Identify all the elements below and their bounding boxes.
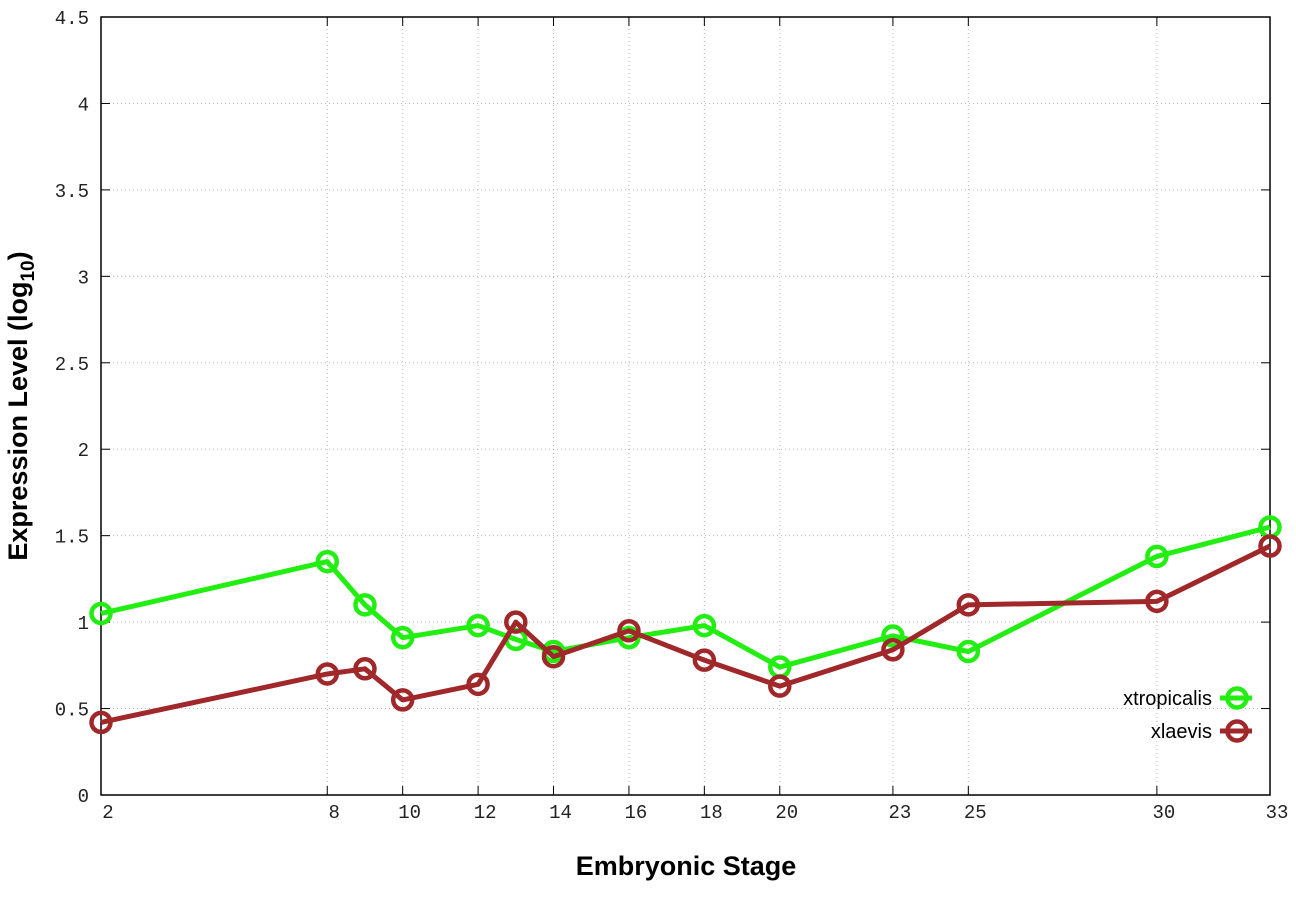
x-axis-label: Embryonic Stage — [576, 851, 797, 881]
y-tick-label: 2 — [78, 440, 89, 462]
series-layer — [89, 515, 1282, 735]
data-point-xlaevis — [692, 648, 717, 672]
x-tick-label: 10 — [398, 802, 421, 824]
legend-label-xtropicalis: xtropicalis — [1123, 688, 1212, 710]
data-point-xtropicalis — [956, 639, 981, 664]
data-point-xlaevis — [466, 672, 490, 697]
data-point-xlaevis — [89, 710, 113, 735]
series-line-xtropicalis — [100, 524, 1271, 670]
data-point-xlaevis — [881, 638, 905, 662]
x-tick-label: 2 — [102, 802, 113, 824]
data-point-xlaevis — [315, 662, 340, 686]
data-point-xlaevis — [1258, 534, 1282, 558]
x-tick-label: 23 — [888, 802, 911, 824]
plot-frame — [100, 16, 1271, 796]
data-point-xtropicalis — [692, 613, 717, 638]
data-point-xtropicalis — [353, 593, 377, 617]
data-point-xtropicalis — [617, 625, 641, 650]
legend-marker-xlaevis — [1225, 719, 1249, 743]
y-tick-label: 3 — [78, 267, 89, 289]
x-tick-label: 12 — [474, 802, 497, 824]
x-tick-label: 25 — [964, 802, 987, 824]
data-point-xtropicalis — [1145, 544, 1169, 569]
x-tick-label: 33 — [1266, 802, 1289, 824]
y-axis-label: Expression Level (log10) — [3, 251, 39, 560]
y-tick-label: 2.5 — [55, 354, 89, 376]
legend: xtropicalis xlaevis — [1123, 686, 1252, 743]
y-axis-label-end: ) — [3, 251, 33, 260]
data-point-xtropicalis — [466, 613, 490, 638]
x-tick-label: 30 — [1152, 802, 1175, 824]
y-tick-label: 0 — [78, 786, 89, 808]
x-tick-label: 14 — [549, 802, 572, 824]
y-axis-label-sub: 10 — [18, 260, 39, 281]
y-tick-label: 4.5 — [55, 8, 89, 30]
y-tick-label: 0.5 — [55, 700, 89, 722]
ticks: 0 0.5 1 1.5 2 2.5 3 3.5 4 4.5 2 8 10 12 14 16 18 20 23 25 30… — [55, 8, 1289, 824]
y-tick-label: 3.5 — [55, 181, 89, 203]
data-point-xlaevis — [956, 593, 981, 617]
legend-marker-xtropicalis — [1225, 686, 1249, 710]
x-tick-label: 8 — [329, 802, 340, 824]
y-tick-label: 1.5 — [55, 527, 89, 549]
data-point-xlaevis — [390, 688, 415, 712]
grid — [101, 17, 1270, 795]
y-tick-label: 4 — [78, 94, 89, 116]
data-point-xlaevis — [1145, 589, 1169, 614]
data-point-xtropicalis — [390, 625, 415, 650]
y-tick-label: 1 — [78, 613, 89, 635]
data-point-xtropicalis — [881, 624, 905, 648]
data-point-xlaevis — [541, 644, 566, 669]
data-point-xtropicalis — [89, 601, 113, 626]
legend-label-xlaevis: xlaevis — [1151, 721, 1212, 743]
data-point-xlaevis — [768, 674, 792, 698]
data-point-xlaevis — [353, 657, 377, 681]
data-point-xtropicalis — [315, 549, 340, 574]
x-tick-label: 18 — [700, 802, 723, 824]
x-tick-label: 16 — [625, 802, 648, 824]
data-point-xlaevis — [504, 610, 528, 634]
y-axis-label-main: Expression Level (log — [3, 282, 33, 561]
data-point-xlaevis — [617, 619, 641, 643]
x-tick-label: 20 — [775, 802, 798, 824]
